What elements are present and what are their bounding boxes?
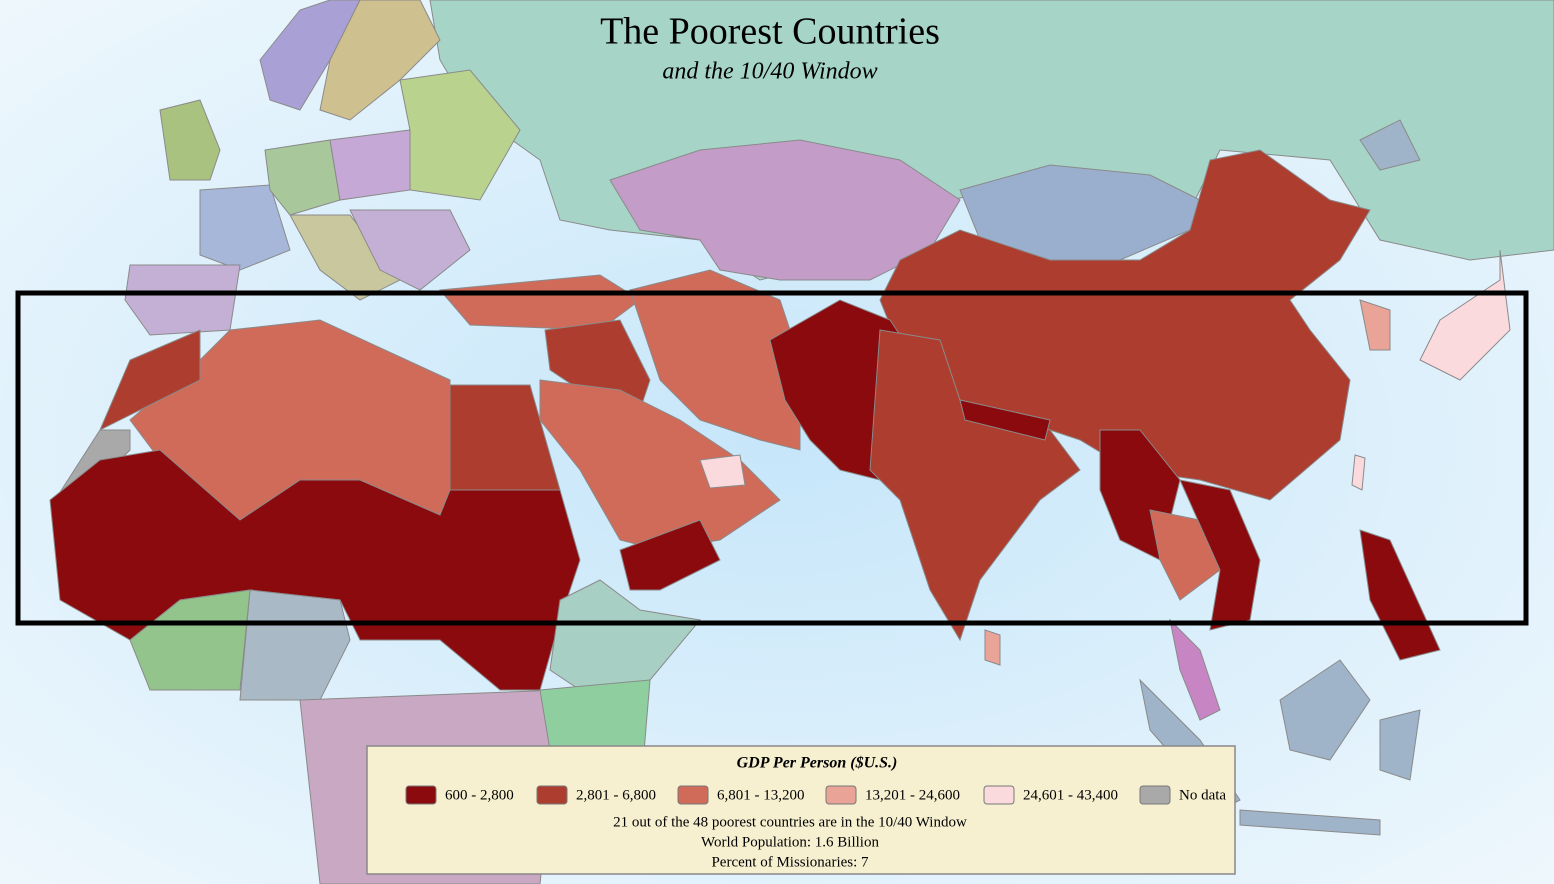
- window-frame: [15, 290, 1529, 626]
- legend-swatch: [536, 785, 568, 805]
- legend-label: 13,201 - 24,600: [865, 787, 960, 803]
- note: World Population: 1.6 Billion: [701, 834, 879, 850]
- legend-swatch: [405, 785, 437, 805]
- note: Percent of Missionaries: 7: [711, 854, 869, 870]
- legend-items: 600 - 2,800 2,801 - 6,800 6,801 - 13,200 13…: [405, 785, 1226, 805]
- legend-label: 6,801 - 13,200: [717, 787, 805, 803]
- legend-label: 2,801 - 6,800: [576, 787, 656, 803]
- legend-swatch: [677, 785, 709, 805]
- subtitle: and the 10/40 Window: [662, 59, 877, 85]
- legend-swatch: [983, 785, 1015, 805]
- legend-swatch: [1139, 785, 1171, 805]
- landmasses: [49, 0, 1554, 884]
- legend-title: GDP Per Person ($U.S.): [737, 755, 898, 772]
- title: The Poorest Countries: [600, 11, 940, 53]
- legend-label: 24,601 - 43,400: [1023, 787, 1118, 803]
- legend-swatch: [825, 785, 857, 805]
- legend-label: No data: [1179, 787, 1226, 803]
- legend-box: [366, 745, 1236, 875]
- legend-label: 600 - 2,800: [445, 787, 514, 803]
- note: 21 out of the 48 poorest countries are i…: [613, 814, 967, 830]
